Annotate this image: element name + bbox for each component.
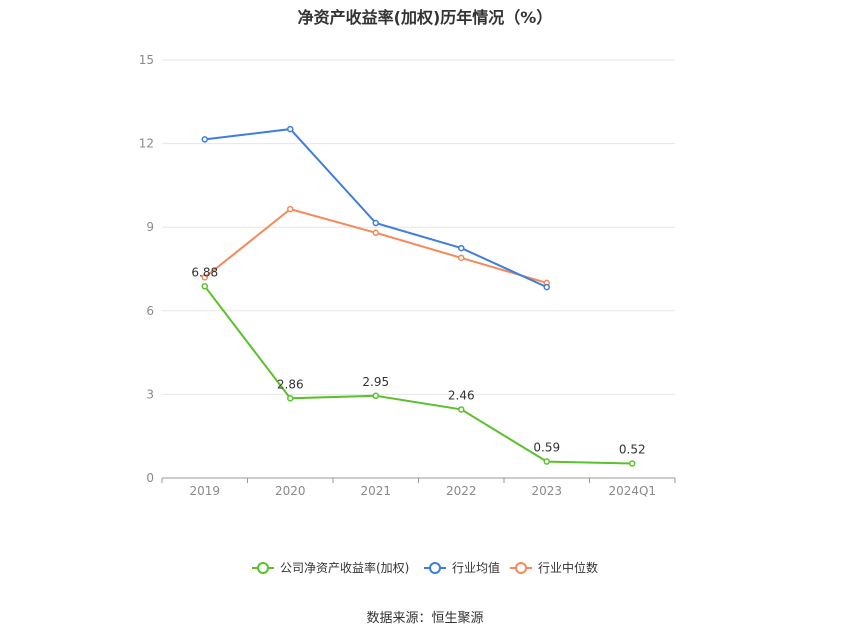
data-label: 0.59 — [533, 441, 560, 455]
legend-label-0: 公司净资产收益率(加权) — [280, 560, 409, 575]
data-point-1 — [543, 283, 550, 291]
data-point-1 — [372, 219, 379, 227]
legend-marker-0 — [257, 562, 269, 574]
legend-marker-2 — [515, 562, 527, 574]
data-point-1 — [458, 244, 465, 252]
legend-label-1: 行业均值 — [452, 560, 500, 575]
x-tick-label: 2022 — [446, 484, 477, 498]
data-point-2 — [287, 205, 294, 213]
data-point-1 — [201, 136, 208, 143]
series-line-1 — [204, 128, 548, 289]
data-point-0 — [629, 460, 636, 467]
chart-title: 净资产收益率(加权)历年情况（%） — [297, 8, 553, 27]
data-point-0 — [372, 392, 379, 400]
x-tick-label: 2024Q1 — [608, 484, 656, 498]
x-tick-label: 2020 — [275, 484, 306, 498]
y-tick-label: 0 — [146, 471, 154, 485]
y-tick-label: 15 — [139, 53, 154, 67]
data-point-2 — [372, 229, 379, 237]
data-label: 6.88 — [191, 265, 218, 279]
legend-label-2: 行业中位数 — [538, 560, 598, 575]
legend-marker-1 — [429, 562, 441, 574]
data-point-1 — [287, 125, 294, 133]
data-label: 0.52 — [619, 443, 646, 457]
series-line-0 — [204, 285, 633, 465]
data-label: 2.95 — [362, 375, 389, 389]
data-point-0 — [458, 406, 465, 413]
y-tick-label: 3 — [146, 387, 154, 401]
y-tick-label: 6 — [146, 304, 154, 318]
data-point-2 — [201, 274, 208, 281]
data-source: 数据来源：恒生聚源 — [366, 611, 484, 626]
data-point-0 — [543, 458, 550, 465]
x-tick-label: 2019 — [189, 484, 220, 498]
data-point-2 — [458, 254, 465, 262]
x-tick-label: 2021 — [360, 484, 391, 498]
y-tick-label: 9 — [146, 220, 154, 234]
data-label: 2.46 — [448, 388, 475, 402]
data-label: 2.86 — [277, 377, 304, 391]
data-point-0 — [201, 283, 208, 290]
x-tick-label: 2023 — [531, 484, 562, 498]
y-tick-label: 12 — [139, 137, 154, 151]
data-point-0 — [287, 395, 294, 402]
